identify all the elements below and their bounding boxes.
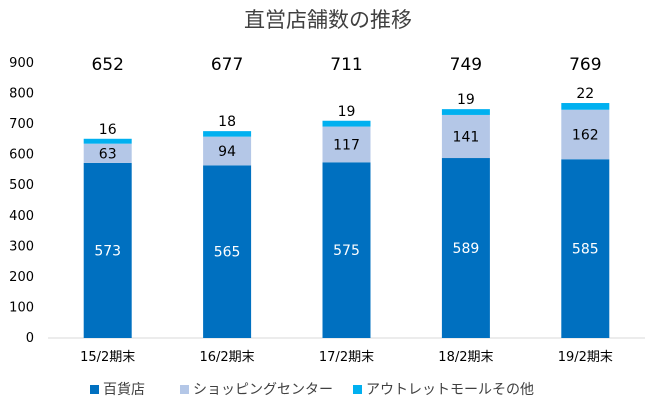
legend: 百貨店 ショッピングセンター アウトレットモールその他 — [90, 381, 534, 398]
x-axis: 15/2期末 16/2期末 17/2期末 18/2期末 19/2期末 — [48, 337, 645, 365]
y-tick-label: 800 — [9, 87, 34, 102]
total-label: 711 — [330, 55, 362, 75]
total-label: 677 — [211, 55, 243, 75]
legend-label: ショッピングセンター — [193, 382, 333, 398]
data-label: 589 — [453, 241, 480, 257]
data-label: 63 — [99, 146, 117, 162]
x-tick-label: 19/2期末 — [558, 350, 613, 365]
data-label: 16 — [99, 122, 117, 138]
bar-segment — [203, 131, 252, 137]
bar-segment — [203, 136, 252, 166]
bar-segment — [83, 138, 132, 144]
bar-segment — [83, 162, 132, 338]
bar-segment — [322, 126, 371, 163]
y-tick-label: 200 — [9, 270, 34, 285]
y-tick-label: 100 — [9, 300, 34, 315]
y-tick-label: 300 — [9, 239, 34, 254]
legend-label: アウトレットモールその他 — [366, 382, 534, 398]
x-tick-label: 16/2期末 — [199, 350, 254, 365]
bar-segment — [561, 109, 610, 160]
bar-segment — [441, 158, 490, 338]
data-labels: 573 63 16 565 94 18 575 117 19 589 141 19 585 162 22 — [94, 86, 598, 261]
y-axis: 0 100 200 300 400 500 600 700 800 900 — [9, 56, 34, 346]
total-labels: 652 677 711 749 769 — [91, 55, 601, 75]
bars — [83, 103, 610, 338]
legend-label: 百貨店 — [103, 381, 145, 398]
legend-swatch — [180, 385, 189, 394]
y-tick-label: 700 — [9, 117, 34, 132]
data-label: 19 — [338, 104, 356, 120]
total-label: 652 — [91, 55, 123, 75]
data-label: 585 — [572, 242, 599, 258]
bar-segment — [561, 103, 610, 110]
y-tick-label: 500 — [9, 178, 34, 193]
bar-segment — [83, 143, 132, 163]
bar-segment — [441, 114, 490, 159]
x-tick-label: 15/2期末 — [80, 350, 135, 365]
data-label: 575 — [333, 243, 360, 259]
x-tick-label: 17/2期末 — [319, 350, 374, 365]
y-tick-label: 600 — [9, 148, 34, 163]
data-label: 22 — [576, 86, 594, 102]
chart-title: 直営店舗数の推移 — [244, 8, 412, 32]
total-label: 769 — [569, 55, 601, 75]
y-tick-label: 0 — [26, 331, 34, 346]
bar-segment — [203, 165, 252, 338]
y-tick-label: 900 — [9, 56, 34, 71]
data-label: 117 — [333, 137, 360, 153]
data-label: 94 — [218, 144, 236, 160]
legend-swatch — [353, 385, 362, 394]
total-label: 749 — [450, 55, 482, 75]
x-tick-label: 18/2期末 — [438, 350, 493, 365]
bar-segment — [441, 109, 490, 115]
data-label: 141 — [453, 129, 480, 145]
data-label: 565 — [214, 245, 241, 261]
data-label: 573 — [94, 243, 121, 259]
bar-segment — [561, 159, 610, 338]
data-label: 162 — [572, 128, 599, 144]
data-label: 18 — [218, 114, 236, 130]
data-label: 19 — [457, 92, 475, 108]
bar-segment — [322, 120, 371, 127]
y-tick-label: 400 — [9, 209, 34, 224]
bar-segment — [322, 162, 371, 338]
legend-swatch — [90, 385, 99, 394]
